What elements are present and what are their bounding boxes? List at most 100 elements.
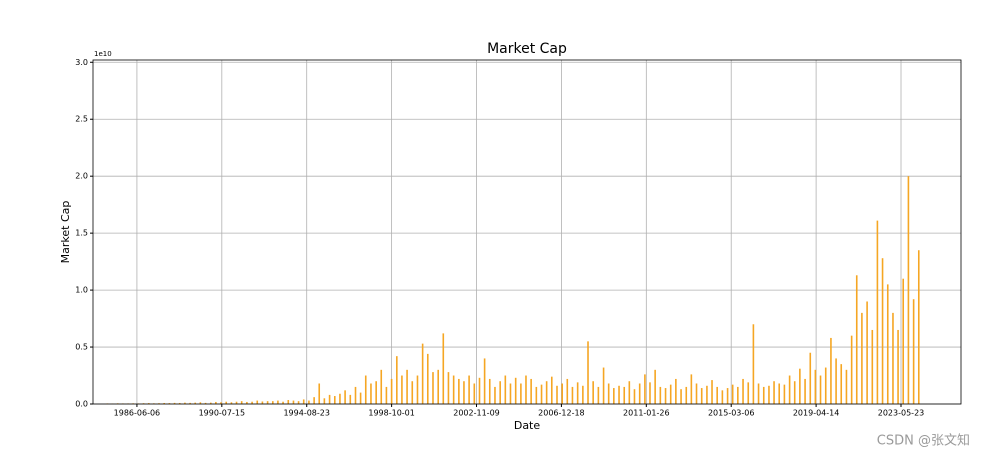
bar bbox=[251, 401, 253, 404]
bar bbox=[287, 400, 290, 404]
y-tick-label: 2.0 bbox=[75, 172, 88, 181]
bar bbox=[406, 369, 408, 404]
bar bbox=[695, 383, 698, 404]
bar bbox=[364, 375, 367, 404]
bar bbox=[375, 381, 377, 404]
bar bbox=[597, 386, 600, 404]
bar bbox=[613, 388, 615, 404]
bar bbox=[855, 275, 858, 404]
bar bbox=[504, 375, 507, 404]
bar bbox=[669, 384, 672, 404]
bar bbox=[411, 381, 414, 404]
bar bbox=[783, 384, 786, 404]
bar bbox=[359, 392, 362, 404]
bar bbox=[788, 375, 791, 404]
bar bbox=[525, 375, 527, 404]
y-offset-label: 1e10 bbox=[94, 50, 112, 58]
bar bbox=[706, 385, 708, 404]
bar bbox=[804, 378, 806, 404]
bar bbox=[194, 402, 197, 404]
bar bbox=[633, 389, 636, 404]
bar bbox=[830, 337, 832, 404]
bar bbox=[752, 324, 755, 404]
bar bbox=[793, 381, 796, 404]
bar bbox=[277, 400, 279, 404]
bar bbox=[550, 376, 553, 404]
bar bbox=[721, 390, 724, 404]
bar bbox=[308, 400, 310, 404]
bar bbox=[690, 374, 693, 404]
bar bbox=[344, 390, 346, 404]
bar bbox=[571, 386, 574, 404]
bar bbox=[726, 388, 729, 404]
bar bbox=[246, 401, 248, 404]
bar bbox=[907, 176, 910, 404]
bar bbox=[685, 386, 688, 404]
bar bbox=[917, 250, 920, 404]
bar bbox=[483, 358, 486, 404]
bar bbox=[540, 384, 543, 404]
y-tick-label: 1.0 bbox=[75, 286, 88, 295]
bar bbox=[737, 386, 739, 404]
bar bbox=[664, 388, 667, 404]
x-tick-label: 2019-04-14 bbox=[793, 409, 840, 418]
chart-title: Market Cap bbox=[487, 41, 567, 57]
bar bbox=[762, 386, 765, 404]
bar bbox=[235, 401, 238, 404]
bar bbox=[768, 385, 770, 404]
bar bbox=[886, 284, 889, 404]
bar bbox=[333, 396, 336, 404]
plot-frame bbox=[92, 59, 962, 405]
bar bbox=[809, 352, 812, 404]
bar bbox=[861, 312, 863, 404]
bar bbox=[835, 358, 837, 404]
bar bbox=[416, 375, 419, 404]
bar bbox=[773, 381, 775, 404]
bar bbox=[488, 378, 491, 404]
x-tick-label: 2011-01-26 bbox=[623, 409, 670, 418]
bar bbox=[468, 375, 470, 404]
bar bbox=[442, 333, 445, 404]
bar bbox=[700, 388, 703, 404]
bar bbox=[292, 400, 295, 404]
bar bbox=[354, 386, 357, 404]
x-tick-label: 2002-11-09 bbox=[453, 409, 500, 418]
bar bbox=[892, 312, 894, 404]
y-tick-label: 3.0 bbox=[75, 58, 88, 67]
x-tick-label: 2023-05-23 bbox=[878, 409, 925, 418]
x-tick-label: 1990-07-15 bbox=[199, 409, 246, 418]
bar bbox=[313, 397, 315, 404]
bar bbox=[147, 403, 150, 404]
bar bbox=[711, 380, 713, 404]
x-axis-label: Date bbox=[514, 419, 541, 432]
bar bbox=[499, 381, 501, 404]
bar bbox=[168, 403, 171, 404]
bar bbox=[225, 401, 228, 404]
bar bbox=[747, 382, 750, 404]
bar bbox=[556, 385, 558, 404]
bar bbox=[845, 369, 848, 404]
bar bbox=[592, 381, 594, 404]
bar bbox=[230, 402, 233, 404]
bar bbox=[380, 369, 383, 404]
y-tick-label: 0.0 bbox=[75, 400, 88, 409]
bar bbox=[742, 378, 744, 404]
bar bbox=[623, 386, 626, 404]
bar bbox=[215, 401, 217, 404]
bar bbox=[437, 369, 439, 404]
bar bbox=[799, 368, 801, 404]
bar bbox=[535, 386, 538, 404]
bar bbox=[478, 377, 481, 404]
bar bbox=[561, 383, 564, 404]
bar bbox=[385, 386, 388, 404]
x-tick-label: 1986-06-06 bbox=[114, 409, 161, 418]
bar bbox=[819, 375, 822, 404]
bar bbox=[494, 386, 496, 404]
bar bbox=[576, 382, 579, 404]
bar bbox=[850, 335, 853, 404]
bar bbox=[272, 401, 274, 404]
bar bbox=[421, 343, 424, 404]
bar bbox=[282, 401, 284, 404]
bar bbox=[328, 394, 331, 404]
bar bbox=[401, 375, 403, 404]
